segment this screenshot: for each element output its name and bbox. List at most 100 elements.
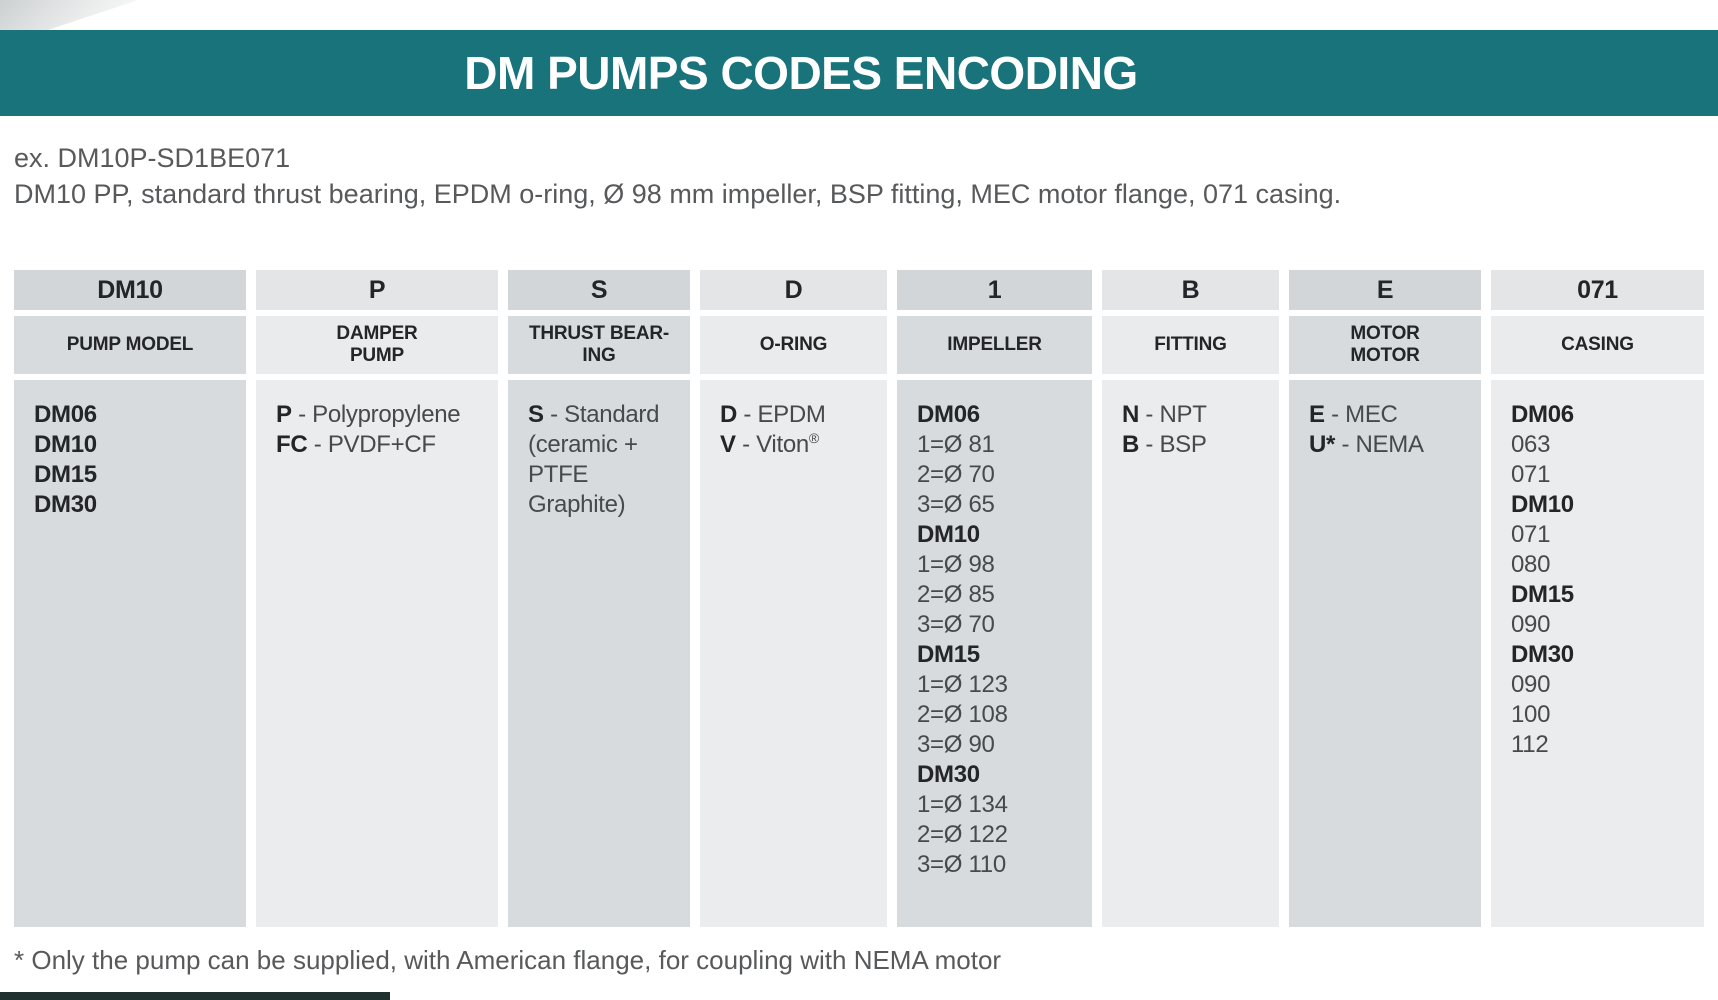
body-line: P - Polypropylene [276, 401, 461, 428]
title-banner: DM PUMPS CODES ENCODING [0, 30, 1718, 116]
code-header-text: D [784, 275, 803, 304]
body-line: 063 [1511, 431, 1551, 458]
table-column-dm10: DM10 PUMP MODEL DM06 DM10 DM15 DM30 [14, 270, 246, 927]
body-line: 3=Ø 70 [917, 611, 995, 638]
table-column-d: D O-RING D - EPDM V - Viton® [700, 270, 887, 927]
body-line: 090 [1511, 671, 1551, 698]
code-header-cell: S [508, 270, 690, 310]
body-line: DM15 [917, 641, 980, 668]
body-cell: N - NPT B - BSP [1102, 380, 1279, 927]
body-line: 071 [1511, 461, 1551, 488]
body-line: 090 [1511, 611, 1551, 638]
table-column-s: S THRUST BEAR- ING S - Standard (ceramic + PT… [508, 270, 690, 927]
body-line: 1=Ø 81 [917, 431, 995, 458]
label-header-line: PUMP MODEL [66, 334, 194, 355]
body-cell: E - MEC U* - NEMA [1289, 380, 1481, 927]
code-header-cell: D [700, 270, 887, 310]
code-header-text: E [1376, 275, 1394, 304]
body-line: 1=Ø 134 [917, 791, 1008, 818]
label-header-cell: DAMPER PUMP [256, 316, 498, 374]
code-header-text: 1 [987, 275, 1002, 304]
body-line: DM10 [917, 521, 980, 548]
label-header-line: CASING [1561, 334, 1634, 355]
footnote: * Only the pump can be supplied, with Am… [14, 945, 1002, 975]
code-header-cell: P [256, 270, 498, 310]
code-header-cell: 071 [1491, 270, 1704, 310]
body-line: 2=Ø 122 [917, 821, 1008, 848]
label-header-cell: CASING [1491, 316, 1704, 374]
body-cell: S - Standard (ceramic + PTFE Graphite) [508, 380, 690, 927]
body-line: 3=Ø 65 [917, 491, 995, 518]
label-header-line: THRUST BEAR- [528, 323, 670, 344]
body-line: 2=Ø 85 [917, 581, 995, 608]
body-line: U* - NEMA [1309, 431, 1424, 458]
body-line: DM30 [917, 761, 980, 788]
body-line: DM15 [34, 461, 97, 488]
label-header-cell: FITTING [1102, 316, 1279, 374]
body-line: 3=Ø 90 [917, 731, 995, 758]
body-cell: DM06 DM10 DM15 DM30 [14, 380, 246, 927]
example-block: ex. DM10P-SD1BE071 DM10 PP, standard thr… [14, 140, 1341, 212]
label-header-line: IMPELLER [947, 334, 1042, 355]
label-header-cell: MOTOR MOTOR [1289, 316, 1481, 374]
body-line: 071 [1511, 521, 1551, 548]
code-header-text: P [368, 275, 386, 304]
label-header-line: O-RING [759, 334, 828, 355]
body-line: S - Standard [528, 401, 660, 428]
body-line: DM06 [34, 401, 97, 428]
code-header-cell: DM10 [14, 270, 246, 310]
label-header-line: MOTOR [1350, 323, 1420, 344]
body-cell: P - Polypropylene FC - PVDF+CF [256, 380, 498, 927]
body-line: 112 [1511, 731, 1549, 758]
body-line: DM30 [1511, 641, 1574, 668]
example-description: DM10 PP, standard thrust bearing, EPDM o… [14, 179, 1342, 209]
example-code: ex. DM10P-SD1BE071 [14, 143, 291, 173]
body-line: 080 [1511, 551, 1551, 578]
body-line: DM06 [917, 401, 980, 428]
body-line: V - Viton® [720, 430, 819, 458]
code-header-text: S [590, 275, 608, 304]
body-line: FC - PVDF+CF [276, 431, 436, 458]
label-header-cell: THRUST BEAR- ING [508, 316, 690, 374]
body-cell: DM06 1=Ø 81 2=Ø 70 3=Ø 65 DM10 1=Ø 98 2=Ø 85 3=… [897, 380, 1092, 927]
label-header-line: MOTOR [1350, 345, 1420, 366]
table-column-071: 071 CASING DM06 063 071 DM10 071 080 DM15 090 DM30… [1491, 270, 1704, 927]
encoding-table: DM10 PUMP MODEL DM06 DM10 DM15 DM30 P DAMPER PUM… [14, 270, 1704, 927]
code-header-text: DM10 [97, 275, 163, 304]
body-line: N - NPT [1122, 401, 1207, 428]
label-header-cell: PUMP MODEL [14, 316, 246, 374]
label-header-line: PUMP [349, 345, 405, 366]
body-line: 100 [1511, 701, 1551, 728]
body-line: B - BSP [1122, 431, 1207, 458]
body-line: 1=Ø 123 [917, 671, 1008, 698]
body-line: DM30 [34, 491, 97, 518]
label-header-cell: IMPELLER [897, 316, 1092, 374]
code-header-text: B [1181, 275, 1200, 304]
body-line: DM10 [34, 431, 97, 458]
body-cell: D - EPDM V - Viton® [700, 380, 887, 927]
code-header-cell: 1 [897, 270, 1092, 310]
body-line: 3=Ø 110 [917, 851, 1006, 878]
body-line: (ceramic + [528, 431, 638, 458]
page-title: DM PUMPS CODES ENCODING [464, 47, 1138, 99]
label-header-line: FITTING [1154, 334, 1227, 355]
body-line: 2=Ø 70 [917, 461, 995, 488]
table-column-b: B FITTING N - NPT B - BSP [1102, 270, 1279, 927]
body-line: DM06 [1511, 401, 1574, 428]
table-column-p: P DAMPER PUMP P - Polypropylene FC - PVDF+CF [256, 270, 498, 927]
table-column-e: E MOTOR MOTOR E - MEC U* - NEMA [1289, 270, 1481, 927]
body-cell: DM06 063 071 DM10 071 080 DM15 090 DM30 090 100 112 [1491, 380, 1704, 927]
label-header-cell: O-RING [700, 316, 887, 374]
label-header-line: DAMPER [336, 323, 418, 344]
body-line: PTFE Graphite) [528, 461, 626, 518]
body-line: D - EPDM [720, 401, 826, 428]
table-column-1: 1 IMPELLER DM06 1=Ø 81 2=Ø 70 3=Ø 65 DM10 1=Ø 9… [897, 270, 1092, 927]
body-line: 2=Ø 108 [917, 701, 1008, 728]
body-line: DM10 [1511, 491, 1574, 518]
code-header-cell: B [1102, 270, 1279, 310]
code-header-text: 071 [1577, 275, 1618, 304]
body-line: 1=Ø 98 [917, 551, 995, 578]
label-header-line: ING [582, 345, 616, 366]
body-line: E - MEC [1309, 401, 1398, 428]
body-line: DM15 [1511, 581, 1574, 608]
